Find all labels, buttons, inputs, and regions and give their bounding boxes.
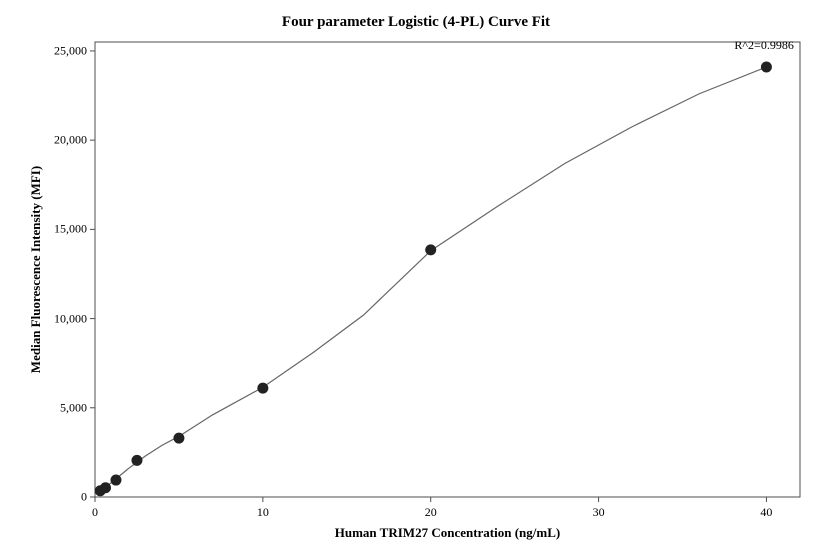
y-tick-label: 5,000 [45, 400, 87, 415]
plot-svg [0, 0, 832, 560]
y-tick-label: 10,000 [45, 311, 87, 326]
y-axis-label: Median Fluorescence Intensity (MFI) [28, 42, 44, 497]
y-tick-label: 15,000 [45, 222, 87, 237]
y-tick-label: 20,000 [45, 133, 87, 148]
y-tick-label: 0 [45, 490, 87, 505]
x-tick-label: 30 [593, 505, 605, 520]
x-tick-label: 40 [760, 505, 772, 520]
x-tick-label: 10 [257, 505, 269, 520]
chart-container: Four parameter Logistic (4-PL) Curve Fit… [0, 0, 832, 560]
x-tick-label: 0 [92, 505, 98, 520]
x-tick-label: 20 [425, 505, 437, 520]
x-axis-label: Human TRIM27 Concentration (ng/mL) [95, 525, 800, 541]
y-tick-label: 25,000 [45, 43, 87, 58]
r-squared-annotation: R^2=0.9986 [734, 38, 793, 53]
